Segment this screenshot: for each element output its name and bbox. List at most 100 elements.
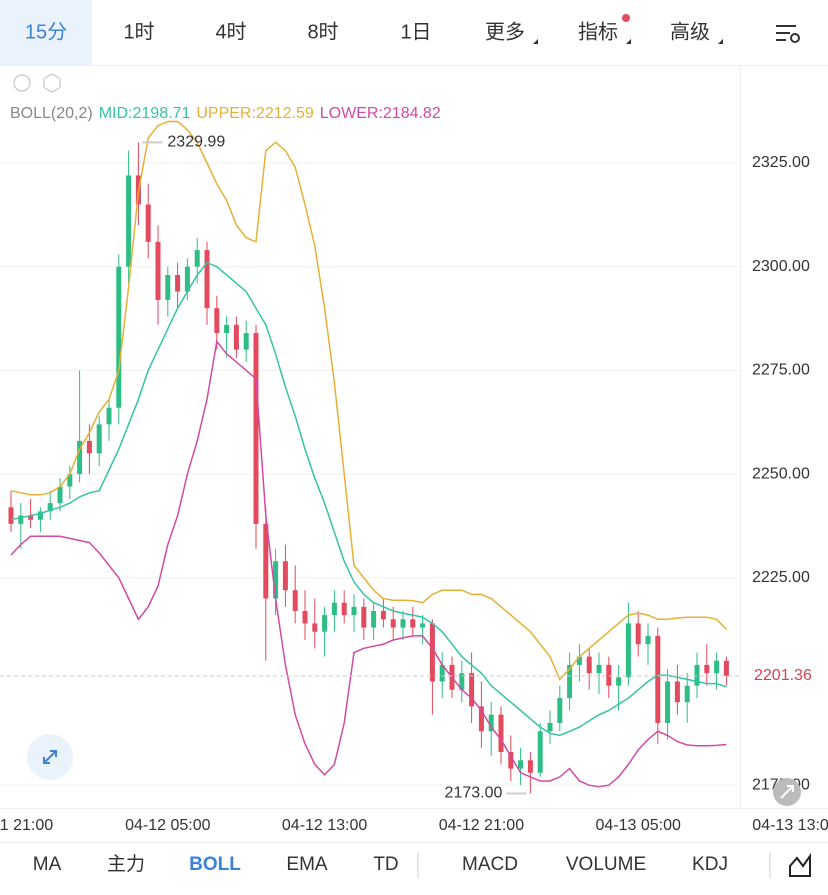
legend: BOLL(20,2) MID:2198.71 UPPER:2212.59 LOWER:…	[10, 105, 441, 122]
candle-body	[302, 610, 308, 624]
candle-body	[684, 685, 690, 703]
candle-body	[273, 561, 279, 599]
x-tick-label: 04-11 21:00	[0, 817, 53, 834]
tab[interactable]: 15分	[25, 20, 67, 43]
tab[interactable]: 1日	[400, 21, 431, 43]
candle-body	[459, 673, 465, 690]
y-tick-label: 2300.00	[752, 258, 810, 275]
candle-body	[292, 590, 298, 611]
last-price: 2201.36	[754, 667, 812, 684]
y-tick-label: 2250.00	[752, 465, 810, 482]
candle-body	[263, 523, 269, 599]
candle-body	[704, 664, 710, 674]
tab[interactable]: 更多	[485, 20, 525, 43]
dropdown-caret	[626, 39, 631, 44]
high-label: 2329.99	[167, 134, 225, 151]
settings-icon[interactable]	[776, 25, 800, 43]
candle-body	[204, 250, 210, 309]
tab[interactable]: 8时	[307, 20, 338, 43]
candle-body	[8, 507, 14, 524]
indicator-tab[interactable]: EMA	[286, 854, 328, 875]
settings-icon[interactable]	[43, 73, 61, 93]
candle-body	[714, 660, 720, 674]
legend-value: 2198.71	[133, 105, 191, 122]
candle-body	[126, 175, 132, 267]
candle-body	[625, 623, 631, 678]
candle-body	[410, 619, 416, 628]
candle-body	[312, 623, 318, 632]
expand-icon	[43, 750, 57, 764]
indicator-tab[interactable]: KDJ	[692, 854, 728, 875]
candle-body	[37, 511, 43, 520]
indicator-tab[interactable]: MACD	[462, 854, 518, 875]
candle-body	[106, 407, 112, 425]
candle-body	[576, 656, 582, 665]
candle-body	[400, 619, 406, 628]
boll-line	[10, 339, 727, 788]
y-tick-label: 2325.00	[752, 154, 810, 171]
indicator-tab[interactable]: BOLL	[189, 854, 241, 875]
y-tick-label: 2275.00	[752, 362, 810, 379]
indicator-tab[interactable]: 主力	[107, 853, 145, 875]
indicator-tab[interactable]: MA	[33, 854, 62, 875]
legend-sep: :	[378, 105, 382, 122]
candle-body	[331, 602, 337, 616]
candle-body	[508, 752, 514, 769]
chart-icon[interactable]	[789, 852, 811, 877]
x-tick-label: 04-12 05:00	[125, 817, 211, 834]
boll-line	[10, 261, 727, 737]
candle-body	[537, 731, 543, 773]
candle-body	[67, 474, 73, 487]
candle-body	[57, 486, 63, 504]
candle-body	[184, 266, 190, 292]
candle-body	[214, 308, 220, 334]
candle-body	[155, 241, 161, 300]
collapse-icon[interactable]	[13, 74, 31, 92]
candle-body	[361, 606, 367, 628]
candle-body	[488, 714, 494, 732]
dropdown-caret	[533, 39, 538, 44]
candle-body	[341, 602, 347, 616]
tab[interactable]: 1时	[123, 20, 154, 43]
dropdown-caret	[718, 39, 723, 44]
candle-body	[478, 706, 484, 732]
candle-body	[282, 561, 288, 591]
candle-body	[322, 615, 328, 632]
candle-body	[116, 266, 122, 408]
candle-body	[224, 324, 230, 334]
indicator-tab[interactable]: VOLUME	[566, 854, 646, 875]
candle-body	[233, 324, 239, 350]
badge	[622, 14, 630, 22]
candle-body	[567, 664, 573, 699]
legend-sep: :	[128, 105, 132, 122]
candle-body	[723, 660, 729, 676]
candle-body	[469, 673, 475, 707]
candle-body	[47, 503, 53, 512]
boll-line	[10, 120, 727, 681]
legend-name: LOWER	[320, 105, 379, 122]
candle-body	[96, 424, 102, 454]
indicator-name: BOLL(20,2)	[10, 105, 93, 122]
legend-sep: :	[251, 105, 255, 122]
candle-body	[547, 722, 553, 732]
candle-body	[175, 275, 181, 292]
candle-body	[429, 623, 435, 682]
candle-body	[86, 440, 92, 454]
legend-value: 2184.82	[383, 105, 441, 122]
indicator-tab[interactable]: TD	[373, 854, 398, 875]
candle-body	[498, 714, 504, 753]
tab[interactable]: 4时	[215, 20, 246, 43]
x-tick-label: 04-12 21:00	[439, 817, 525, 834]
candle-body	[77, 440, 83, 475]
tab[interactable]: 指标	[578, 20, 618, 43]
tab[interactable]: 高级	[670, 20, 710, 43]
candle-body	[371, 610, 377, 628]
x-tick-label: 04-13 05:00	[595, 817, 681, 834]
candle-body	[674, 681, 680, 703]
low-label: 2173.00	[445, 785, 503, 802]
candle-body	[616, 677, 622, 686]
plot	[0, 120, 740, 794]
candle-body	[420, 623, 426, 628]
candle-body	[586, 656, 592, 674]
